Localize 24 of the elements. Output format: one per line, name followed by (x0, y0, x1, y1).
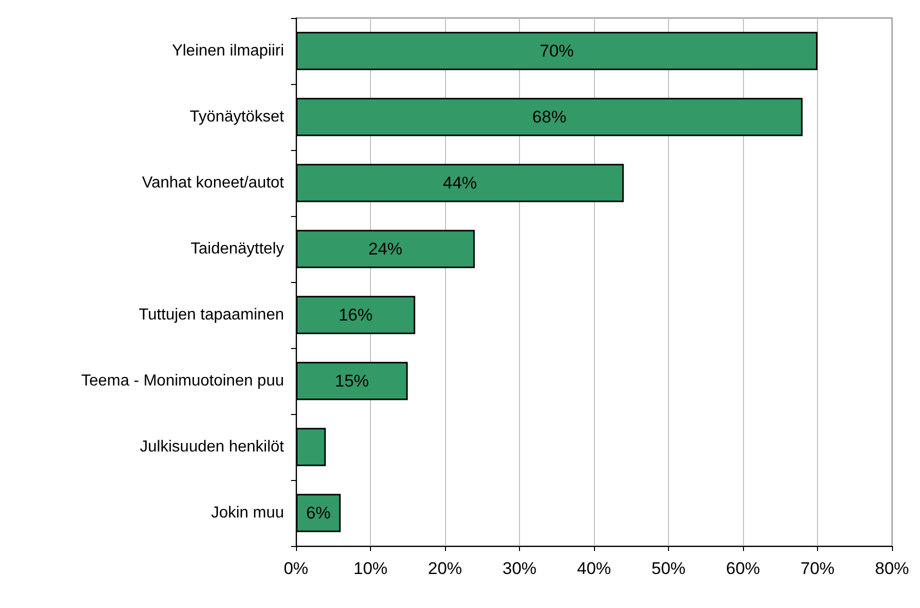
y-tick-label: Työnäytökset (190, 108, 285, 126)
y-tick-label: Jokin muu (211, 504, 284, 522)
data-label: 16% (338, 306, 373, 324)
data-label: 24% (368, 240, 402, 258)
y-tick-label: Teema - Monimuotoinen puu (81, 372, 284, 390)
y-tick-label: Taidenäyttely (190, 240, 284, 258)
y-tick-label: Vanhat koneet/autot (142, 174, 285, 192)
y-tick-label: Yleinen ilmapiiri (172, 42, 284, 60)
data-label: 68% (532, 108, 566, 126)
x-tick-label: 30% (502, 559, 537, 578)
x-tick-label: 40% (576, 559, 612, 578)
y-tick-label: Julkisuuden henkilöt (140, 438, 285, 456)
data-label: 70% (540, 42, 574, 60)
y-tick-label: Tuttujen tapaaminen (138, 306, 284, 324)
data-label: 6% (306, 504, 331, 522)
x-tick-label: 80% (874, 559, 910, 578)
x-tick-label: 20% (428, 559, 462, 578)
x-tick-label: 50% (651, 559, 686, 578)
x-tick-label: 10% (353, 559, 388, 578)
x-tick-label: 0% (284, 559, 308, 578)
x-tick-label: 70% (800, 559, 835, 578)
x-tick-label: 60% (726, 559, 760, 578)
data-label: 44% (442, 174, 477, 192)
data-label: 15% (334, 372, 369, 390)
